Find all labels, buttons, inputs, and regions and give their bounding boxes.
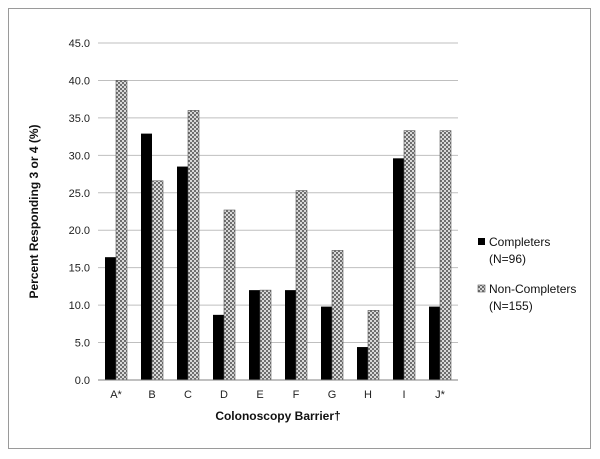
bar-non-completers: [115, 80, 128, 381]
bar-non-completers: [367, 310, 380, 381]
x-tick-label: J*: [435, 389, 446, 401]
bar-completers: [357, 347, 368, 380]
bar-completers: [285, 290, 296, 380]
bar-non-completers: [259, 289, 272, 381]
bar-completers: [249, 290, 260, 380]
legend-label: Non-Completers: [489, 282, 576, 296]
bar-non-completers: [151, 180, 164, 381]
x-tick-label: G: [328, 389, 337, 401]
bar-non-completers: [223, 209, 236, 381]
bar-completers: [141, 133, 152, 380]
x-tick-label: B: [148, 389, 155, 401]
y-tick-label: 5.0: [75, 338, 90, 350]
bars: [105, 80, 452, 381]
y-tick-label: 35.0: [69, 113, 90, 125]
x-tick-label: C: [184, 389, 192, 401]
bar-non-completers: [295, 190, 308, 381]
legend: Completers (N=96) Non-Completers (N=155): [477, 235, 576, 313]
x-tick-label: F: [293, 389, 300, 401]
bar-completers: [177, 166, 188, 380]
y-tick-label: 45.0: [69, 38, 90, 50]
y-tick-label: 25.0: [69, 188, 90, 200]
y-axis-title: Percent Responding 3 or 4 (%): [27, 124, 41, 298]
y-tick-label: 10.0: [69, 300, 90, 312]
y-tick-label: 20.0: [69, 225, 90, 237]
y-tick-label: 0.0: [75, 375, 90, 387]
y-tick-label: 30.0: [69, 150, 90, 162]
legend-swatch: [478, 238, 485, 245]
y-tick-labels: 0.0 5.0 10.0 15.0 20.0 25.0 30.0 35.0 40.0 45.0: [69, 38, 90, 387]
bar-non-completers: [187, 110, 200, 381]
x-tick-label: D: [220, 389, 228, 401]
legend-swatch: [477, 284, 486, 293]
x-axis-title: Colonoscopy Barrier†: [215, 409, 340, 423]
x-tick-labels: A* B C D E F G H I J*: [110, 389, 445, 401]
bar-completers: [105, 257, 116, 380]
y-tick-label: 15.0: [69, 263, 90, 275]
bar-completers: [429, 306, 440, 380]
legend-sublabel: (N=96): [489, 252, 526, 266]
bar-completers: [393, 158, 404, 380]
x-tick-label: H: [364, 389, 372, 401]
x-tick-label: A*: [110, 389, 122, 401]
y-tick-label: 40.0: [69, 75, 90, 87]
x-tick-label: I: [402, 389, 405, 401]
legend-label: Completers: [489, 235, 550, 249]
bar-completers: [321, 306, 332, 380]
bar-non-completers: [403, 130, 416, 381]
bar-non-completers: [331, 250, 344, 381]
legend-sublabel: (N=155): [489, 299, 533, 313]
x-tick-label: E: [256, 389, 263, 401]
bar-completers: [213, 314, 224, 380]
bar-non-completers: [439, 130, 452, 381]
